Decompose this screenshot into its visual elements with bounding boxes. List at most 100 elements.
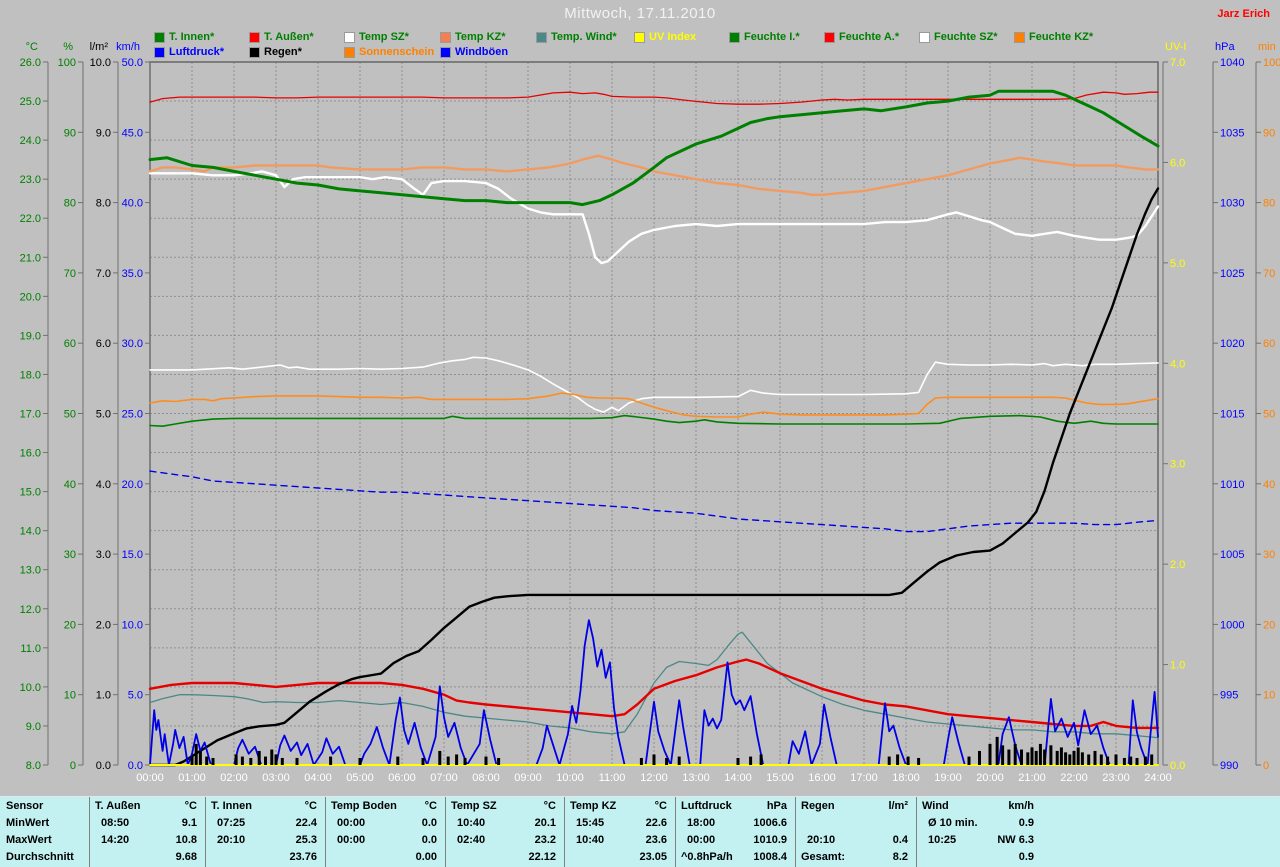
axis-tick-label: 24.0 [20, 135, 41, 147]
legend-label: Feuchte SZ* [934, 30, 998, 43]
axis-pct: 0 10 20 30 40 50 60 70 80 90 100% [58, 41, 84, 772]
legend-swatch-icon [1015, 32, 1024, 42]
table-row: T. Innen °C [206, 797, 325, 815]
series-t_innen [148, 89, 1160, 207]
table-row: 0.9 [917, 849, 1042, 866]
weather-day-chart: 8.0 9.0 10.0 11.0 12.0 13.0 14.0 15.0 16.0 17.0 18… [20, 41, 1280, 784]
table-row: 22.12 [446, 849, 564, 866]
table-row: 9.68 [90, 849, 205, 866]
axis-tick-label: 20 [64, 619, 76, 631]
axis-unit-label: km/h [116, 41, 140, 53]
legend-item: Luftdruck* [155, 46, 224, 58]
stats-table: Sensor MinWert MaxWert Durchschnitt T. Außen… [0, 796, 1280, 867]
axis-tick-label: 25.0 [122, 409, 143, 421]
table-cell: °C [184, 800, 197, 812]
axis-tick-label: 80 [64, 198, 76, 210]
axis-tick-label: 50.0 [122, 57, 143, 69]
table-cell: NW 6.3 [997, 834, 1034, 846]
axis-min: 0 10 20 30 40 50 60 70 80 90 100 min [1255, 41, 1280, 772]
axis-tick-label: 1020 [1220, 338, 1244, 350]
axis-tick-label: 1025 [1220, 268, 1244, 280]
x-tick-label: 09:00 [514, 772, 542, 784]
axis-tick-label: 60 [1263, 338, 1275, 350]
axis-tick-label: 19.0 [20, 330, 41, 342]
legend-swatch-icon [730, 32, 739, 42]
legend-swatch-icon [825, 32, 834, 42]
table-cell: 0.9 [1018, 817, 1034, 829]
legend-item: Temp. Wind* [537, 31, 617, 43]
axis-tick-label: 100 [1263, 57, 1280, 69]
table-row: T. Außen °C [90, 797, 205, 815]
table-row-label: Durchschnitt [6, 851, 74, 863]
table-cell: T. Außen [95, 800, 141, 812]
axis-tick-label: 0.0 [96, 760, 111, 772]
legend-item: Regen* [250, 46, 302, 58]
axis-tick-label: 0.0 [1170, 760, 1185, 772]
table-cell: T. Innen [211, 800, 252, 812]
x-tick-label: 08:00 [472, 772, 500, 784]
x-tick-label: 21:00 [1018, 772, 1046, 784]
axis-tick-label: 2.0 [96, 619, 111, 631]
table-cell: 23.76 [289, 851, 317, 863]
table-cell: 25.3 [295, 834, 317, 846]
axis-tick-label: 16.0 [20, 448, 41, 460]
table-cell: 1010.9 [753, 834, 787, 846]
table-row-label: MaxWert [6, 834, 52, 846]
legend-item: UV Index [635, 31, 696, 43]
legend-label: Feuchte A.* [839, 30, 900, 43]
table-cell: °C [304, 800, 317, 812]
table-cell: 23.05 [639, 851, 667, 863]
series-temp_sz [148, 170, 1160, 265]
legend-label: Regen* [264, 45, 302, 58]
axis-tick-label: 1040 [1220, 57, 1244, 69]
table-row: 00:00 1010.9 [676, 832, 795, 849]
table-cell: 22.12 [528, 851, 556, 863]
table-cell: 20:10 [217, 834, 246, 846]
legend-label: Temp SZ* [359, 30, 409, 43]
x-tick-label: 24:00 [1144, 772, 1172, 784]
axis-tick-label: 0 [70, 760, 76, 772]
table-column: Temp SZ °C 10:40 20.1 02:40 23.2 22.12 [446, 797, 565, 867]
axis-tick-label: 11.0 [20, 643, 41, 655]
axis-hpa: 990 995 1000 1005 1010 1015 1020 1025 1030 1035 10… [1212, 41, 1244, 772]
axis-tick-label: 60 [64, 338, 76, 350]
table-row: 07:25 22.4 [206, 815, 325, 832]
table-cell: 10.8 [175, 834, 197, 846]
axis-tick-label: 3.0 [1170, 459, 1185, 471]
axis-tick-label: 0.0 [128, 760, 143, 772]
table-cell: 9.68 [175, 851, 197, 863]
table-cell: 08:50 [101, 817, 130, 829]
axis-tick-label: 45.0 [122, 127, 143, 139]
axis-tick-label: 5.0 [128, 690, 143, 702]
axis-tick-label: 40.0 [122, 198, 143, 210]
table-row-label: Sensor [6, 800, 44, 812]
table-row: 08:50 9.1 [90, 815, 205, 832]
table-row: 10:25 NW 6.3 [917, 832, 1042, 849]
table-row: 10:40 20.1 [446, 815, 564, 832]
axis-tick-label: 2.0 [1170, 559, 1185, 571]
legend-swatch-icon [920, 32, 929, 42]
legend-swatch-icon [345, 32, 354, 42]
axis-tick-label: 5.0 [1170, 258, 1185, 270]
x-tick-label: 19:00 [934, 772, 962, 784]
axis-tick-label: 1010 [1220, 479, 1244, 491]
axis-unit-label: UV-I [1165, 41, 1186, 53]
x-tick-label: 16:00 [808, 772, 836, 784]
table-cell: 02:40 [457, 834, 486, 846]
table-column: Wind km/h Ø 10 min. 0.9 10:25 NW 6.3 0.9 [917, 797, 1042, 867]
table-cell: 22.6 [645, 817, 667, 829]
axis-tick-label: 30 [1263, 549, 1275, 561]
axis-kmh: 0.0 5.0 10.0 15.0 20.0 25.0 30.0 35.0 40.0 45.0 50… [116, 41, 151, 772]
table-cell: Ø 10 min. [928, 817, 978, 829]
axis-tick-label: 1005 [1220, 549, 1244, 561]
table-row: Regen l/m² [796, 797, 916, 815]
table-cell: 00:00 [337, 834, 366, 846]
legend-item: Feuchte I.* [730, 31, 800, 43]
table-cell: 0.9 [1018, 851, 1034, 863]
axis-tick-label: 4.0 [1170, 358, 1185, 370]
table-row: 20:10 0.4 [796, 832, 916, 849]
table-row: 00:00 0.0 [326, 832, 445, 849]
x-tick-label: 17:00 [850, 772, 878, 784]
table-row: 00:00 0.0 [326, 815, 445, 832]
axis-tick-label: 25.0 [20, 96, 41, 108]
